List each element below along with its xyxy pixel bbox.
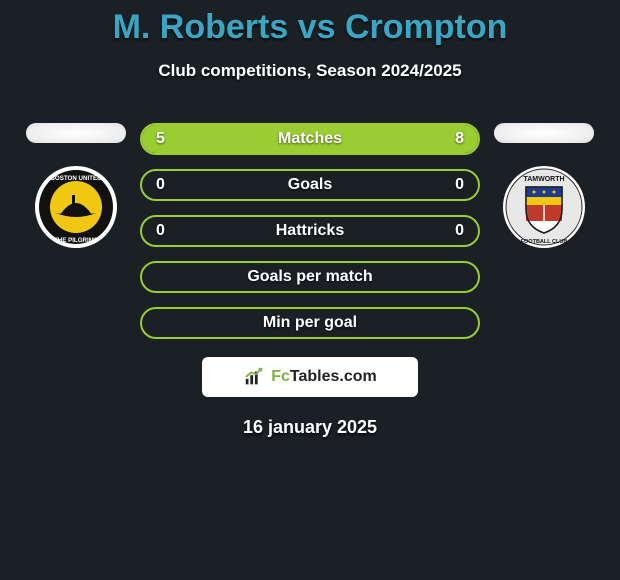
logo-text: FcTables.com (271, 368, 377, 386)
stat-row: 0 Goals 0 (140, 169, 480, 201)
avatar-placeholder (494, 123, 594, 143)
page-title: M. Roberts vs Crompton (0, 8, 620, 47)
club-badge-right: TAMWORTH FOOTBALL CLUB (502, 165, 586, 249)
stat-value-left: 5 (156, 130, 165, 148)
stat-label: Hattricks (276, 222, 344, 240)
chart-icon (243, 366, 265, 388)
svg-text:TAMWORTH: TAMWORTH (523, 176, 564, 183)
stats-panel: 5 Matches 8 0 Goals 0 0 Hattricks 0 Goals per mat… (140, 123, 480, 339)
stat-value-right: 0 (455, 222, 464, 240)
stat-row: 0 Hattricks 0 (140, 215, 480, 247)
player-right: TAMWORTH FOOTBALL CLUB (494, 123, 594, 249)
stat-value-left: 0 (156, 176, 165, 194)
fctables-logo[interactable]: FcTables.com (202, 357, 418, 397)
club-badge-left: BOSTON UNITED THE PILGRIMS (34, 165, 118, 249)
stat-label: Goals per match (247, 268, 372, 286)
date-label: 16 january 2025 (0, 417, 620, 438)
stat-row: 5 Matches 8 (140, 123, 480, 155)
stat-value-left: 0 (156, 222, 165, 240)
avatar-placeholder (26, 123, 126, 143)
stat-label: Matches (278, 130, 342, 148)
stat-label: Min per goal (263, 314, 357, 332)
stat-value-right: 8 (455, 130, 464, 148)
svg-text:THE PILGRIMS: THE PILGRIMS (54, 237, 98, 244)
svg-text:FOOTBALL CLUB: FOOTBALL CLUB (521, 239, 568, 245)
svg-text:BOSTON UNITED: BOSTON UNITED (50, 175, 102, 182)
comparison-card: M. Roberts vs Crompton Club competitions… (0, 0, 620, 438)
stat-label: Goals (288, 176, 332, 194)
stat-row: Min per goal (140, 307, 480, 339)
stat-value-right: 0 (455, 176, 464, 194)
player-left: BOSTON UNITED THE PILGRIMS (26, 123, 126, 249)
page-subtitle: Club competitions, Season 2024/2025 (0, 61, 620, 81)
comparison-body: BOSTON UNITED THE PILGRIMS 5 Matches 8 0 Goa… (0, 123, 620, 339)
stat-row: Goals per match (140, 261, 480, 293)
